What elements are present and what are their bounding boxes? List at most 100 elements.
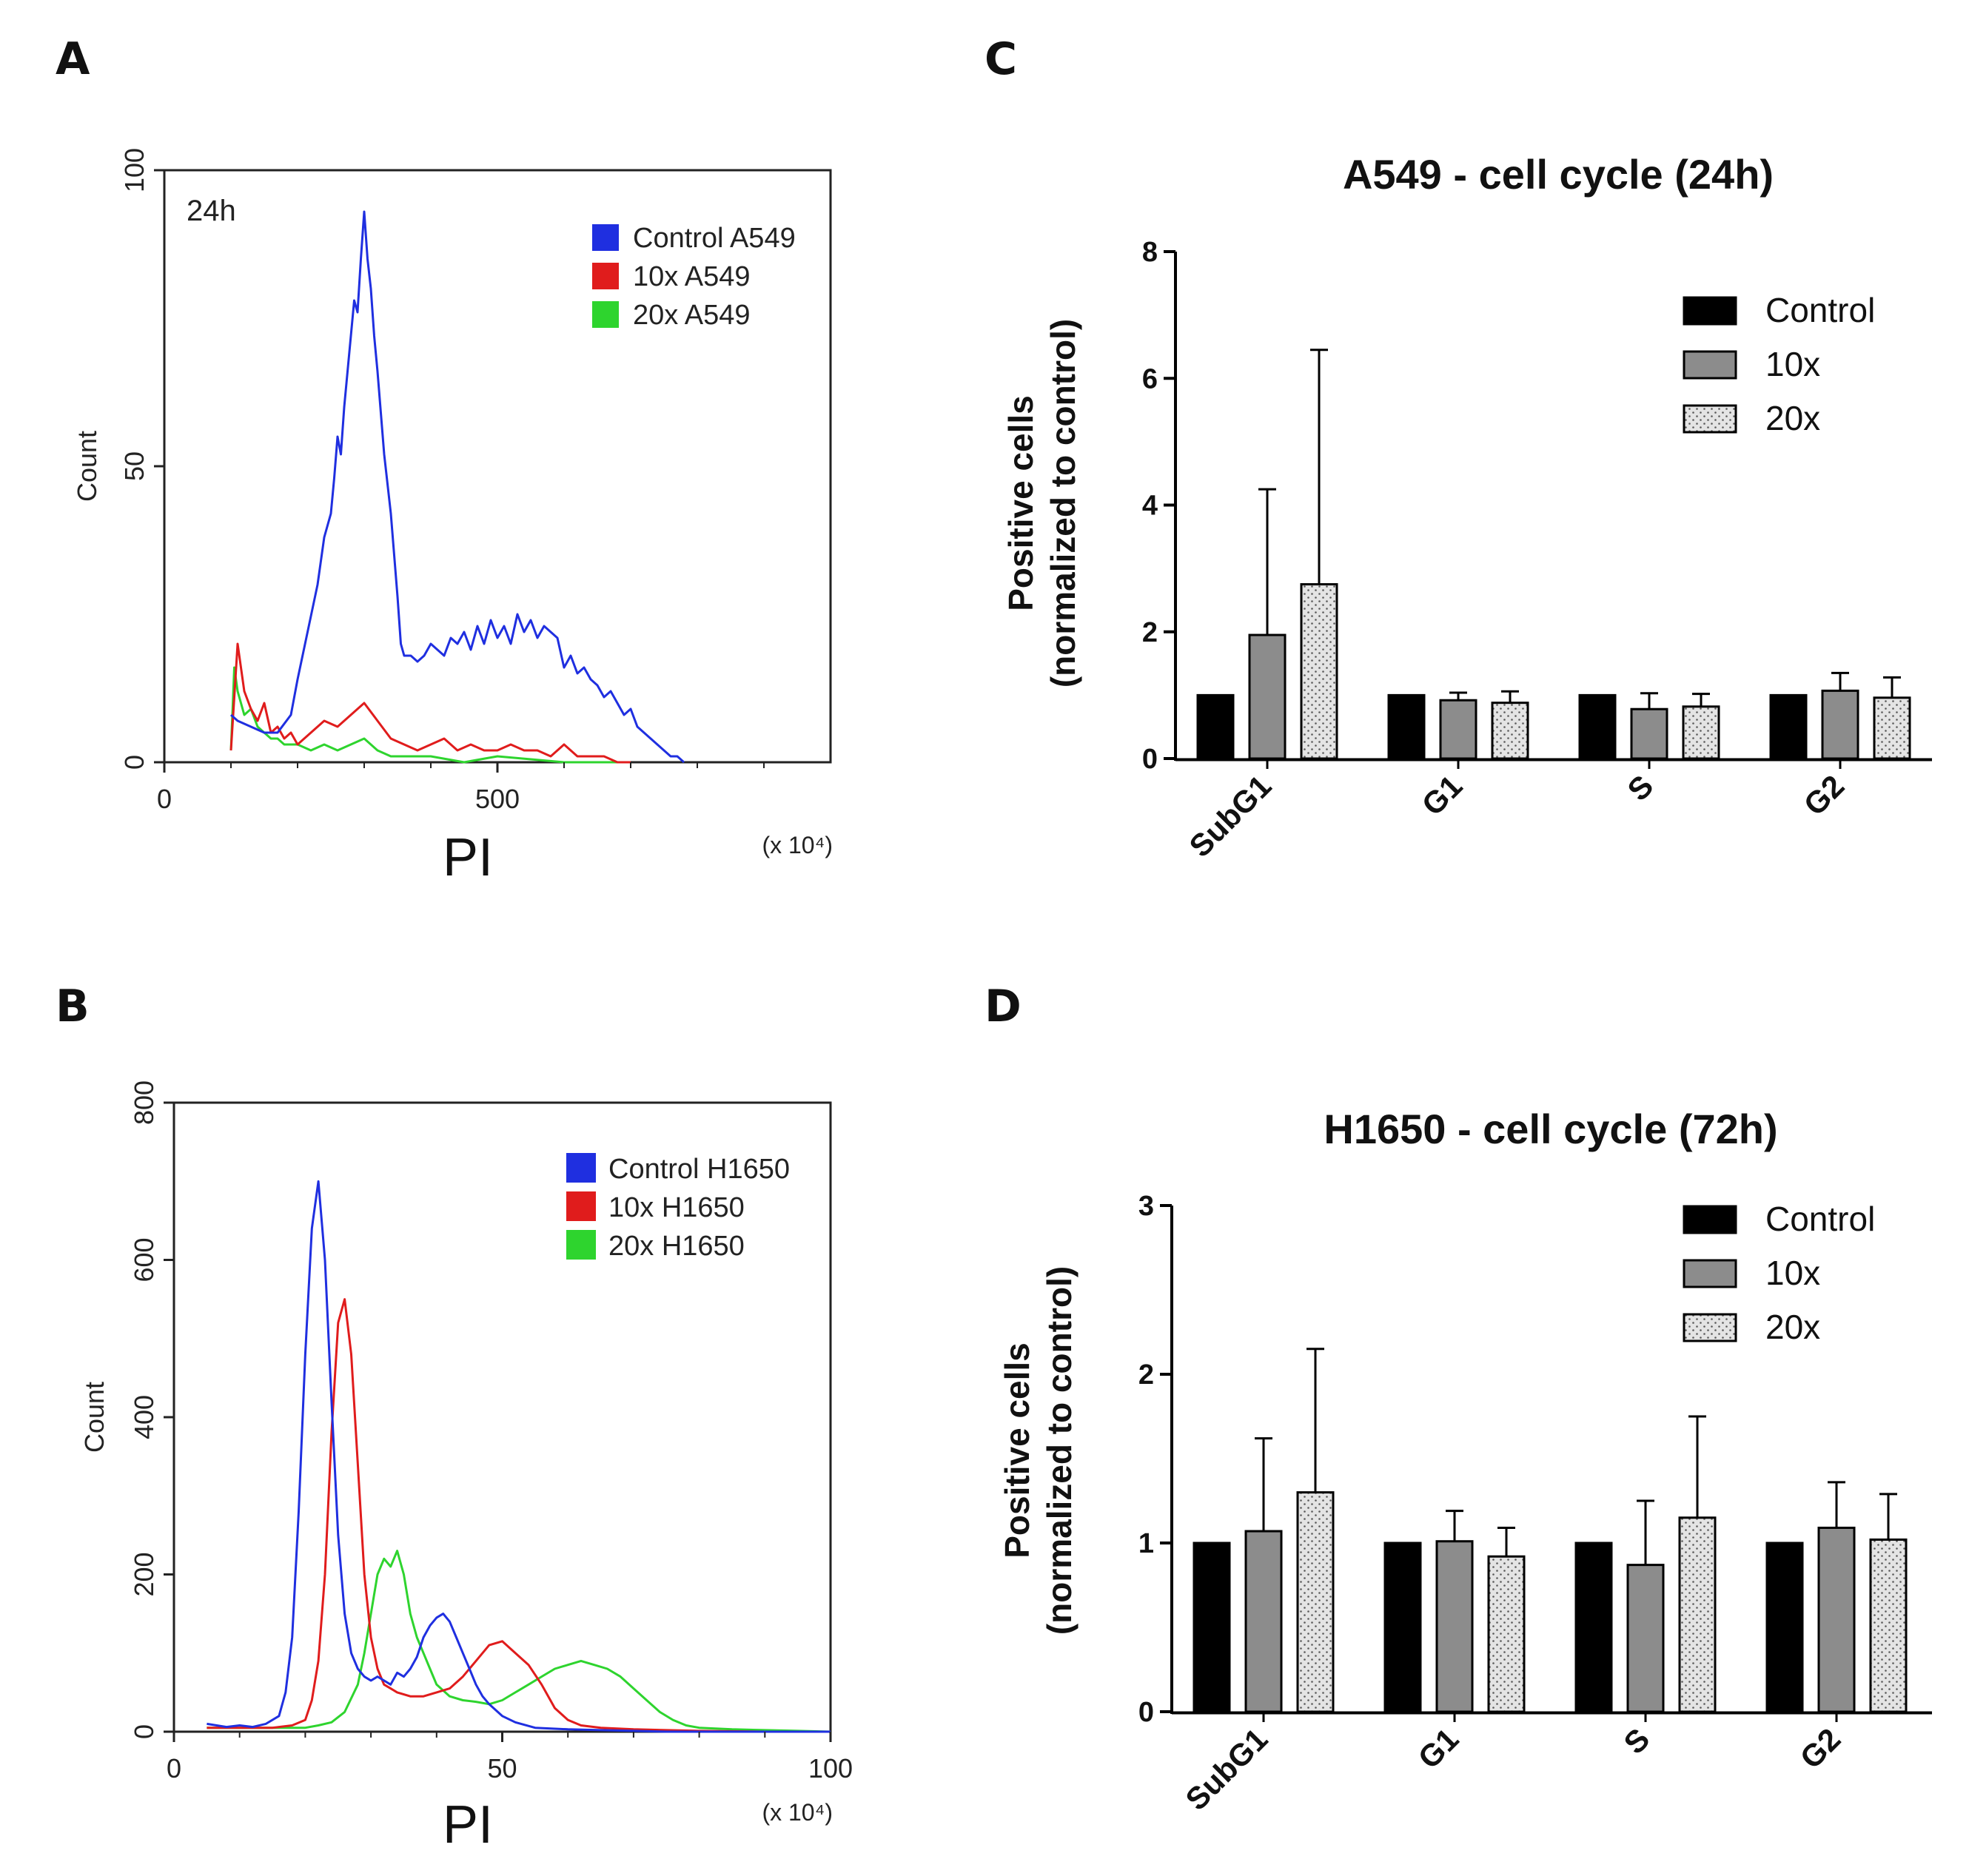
bar-control-subg1 (1193, 1542, 1231, 1713)
y-tick-label: 50 (119, 451, 150, 481)
bar-10x-g2 (1817, 1526, 1856, 1713)
y-tick-label: 0 (119, 755, 150, 770)
y-tick-label: 6 (1142, 363, 1158, 394)
y-tick-label: 400 (129, 1395, 159, 1439)
legend-label: Control (1765, 291, 1875, 329)
bar-20x-subg1 (1296, 1491, 1335, 1713)
bars (1193, 1348, 1908, 1713)
legend-swatch-control (592, 224, 619, 251)
time-annotation: 24h (187, 195, 236, 227)
category-label: G2 (1797, 768, 1851, 822)
series-line-0 (230, 210, 685, 764)
legend-swatch-10x (1683, 350, 1737, 380)
y-axis-title: Count (72, 431, 102, 502)
legend: Control 10x 20x (1683, 291, 1875, 437)
legend-swatch-20x (566, 1230, 596, 1260)
x-axis-title: PI (443, 828, 493, 887)
bar-20x-g2 (1873, 696, 1911, 760)
bar-10x-subg1 (1248, 633, 1287, 760)
legend-label: 20x (1765, 1308, 1820, 1346)
bar-20x-g2 (1869, 1538, 1908, 1713)
bar-control-s (1578, 693, 1617, 760)
legend-label: Control (1765, 1200, 1875, 1238)
x-ticks: 0 500 (157, 762, 765, 814)
x-tick-label: 100 (808, 1753, 853, 1783)
legend-swatch-control (566, 1153, 596, 1183)
bar-control-subg1 (1196, 693, 1235, 760)
category-label: S (1620, 768, 1660, 807)
x-tick-label: 500 (475, 784, 520, 814)
y-tick-label: 0 (1138, 1697, 1154, 1728)
bar-chart-h1650: H1650 - cell cycle (72h) Positive cells … (998, 1106, 1932, 1817)
legend-label: 20x A549 (633, 300, 750, 331)
series-line-2 (207, 1550, 831, 1733)
y-ticks: 0 200 400 600 800 (129, 1080, 174, 1739)
category-label: SubG1 (1178, 1721, 1274, 1817)
legend-swatch-20x (1683, 404, 1737, 434)
bar-10x-s (1630, 707, 1668, 760)
bar-control-g1 (1383, 1542, 1422, 1713)
y-tick-label: 3 (1138, 1191, 1154, 1222)
bar-10x-g1 (1435, 1540, 1474, 1713)
bar-20x-s (1678, 1516, 1717, 1713)
x-axis-title: PI (443, 1795, 493, 1855)
y-axis-title: Count (79, 1382, 110, 1453)
chart-title: H1650 - cell cycle (72h) (1324, 1106, 1777, 1152)
panel-letter-a: A (56, 33, 90, 85)
y-tick-label: 8 (1142, 237, 1158, 268)
y-tick-label: 100 (119, 148, 150, 192)
x-ticks: 0 50 100 (167, 1732, 853, 1783)
bar-20x-s (1682, 705, 1720, 760)
panel-letter-c: C (984, 33, 1017, 85)
legend-label: 20x (1765, 399, 1820, 437)
legend-label: 20x H1650 (608, 1231, 745, 1262)
panel-letter-d: D (984, 981, 1022, 1032)
series-line-1 (207, 1298, 831, 1733)
y-tick-label: 0 (129, 1724, 159, 1739)
plot-frame (163, 169, 832, 764)
chart-title: A549 - cell cycle (24h) (1343, 151, 1774, 198)
legend-label: 10x (1765, 345, 1820, 383)
category-label: G2 (1794, 1721, 1848, 1775)
legend-label: 10x H1650 (608, 1192, 745, 1223)
series-line-1 (229, 642, 631, 764)
x-unit: (x 10⁴) (762, 1799, 833, 1826)
y-ticks: 0 50 100 (119, 148, 164, 770)
bar-control-s (1574, 1542, 1613, 1713)
bar-control-g2 (1769, 693, 1808, 760)
histogram-series (229, 210, 685, 764)
bars (1196, 349, 1911, 760)
y-tick-label: 4 (1142, 491, 1158, 522)
bar-10x-s (1626, 1564, 1665, 1713)
y-tick-label: 200 (129, 1552, 159, 1596)
series-line-0 (207, 1180, 831, 1733)
y-axis-title-line1: Positive cells (998, 1342, 1036, 1559)
bar-10x-g1 (1439, 699, 1477, 760)
y-tick-label: 0 (1142, 744, 1158, 775)
y-axis-title-line1: Positive cells (1002, 395, 1040, 611)
bar-20x-subg1 (1300, 583, 1338, 760)
legend-swatch-10x (566, 1191, 596, 1221)
legend-swatch-control (1683, 296, 1737, 326)
y-tick-label: 600 (129, 1237, 159, 1282)
x-unit: (x 10⁴) (762, 832, 833, 858)
legend-label: 10x A549 (633, 261, 750, 292)
bar-chart-a549: A549 - cell cycle (24h) Positive cells (… (1002, 151, 1932, 864)
bar-control-g1 (1387, 693, 1426, 760)
legend-swatch-10x (1683, 1259, 1737, 1288)
bar-control-g2 (1765, 1542, 1804, 1713)
legend-label: 10x (1765, 1254, 1820, 1292)
y-tick-label: 2 (1138, 1359, 1154, 1391)
legend-swatch-control (1683, 1205, 1737, 1234)
y-axis-title-line2: (normalized to control) (1044, 319, 1082, 687)
legend-label: Control H1650 (608, 1154, 790, 1185)
y-tick-label: 2 (1142, 617, 1158, 648)
bar-20x-g1 (1491, 702, 1529, 760)
legend: Control 10x 20x (1683, 1200, 1875, 1346)
category-label: SubG1 (1182, 768, 1278, 864)
panel-letter-b: B (56, 981, 90, 1032)
y-axis-title-line2: (normalized to control) (1040, 1266, 1079, 1635)
histogram-a549: 0 50 100 0 500 24h Count PI (x 10⁴) Control… (72, 148, 833, 887)
y-tick-label: 800 (129, 1080, 159, 1125)
